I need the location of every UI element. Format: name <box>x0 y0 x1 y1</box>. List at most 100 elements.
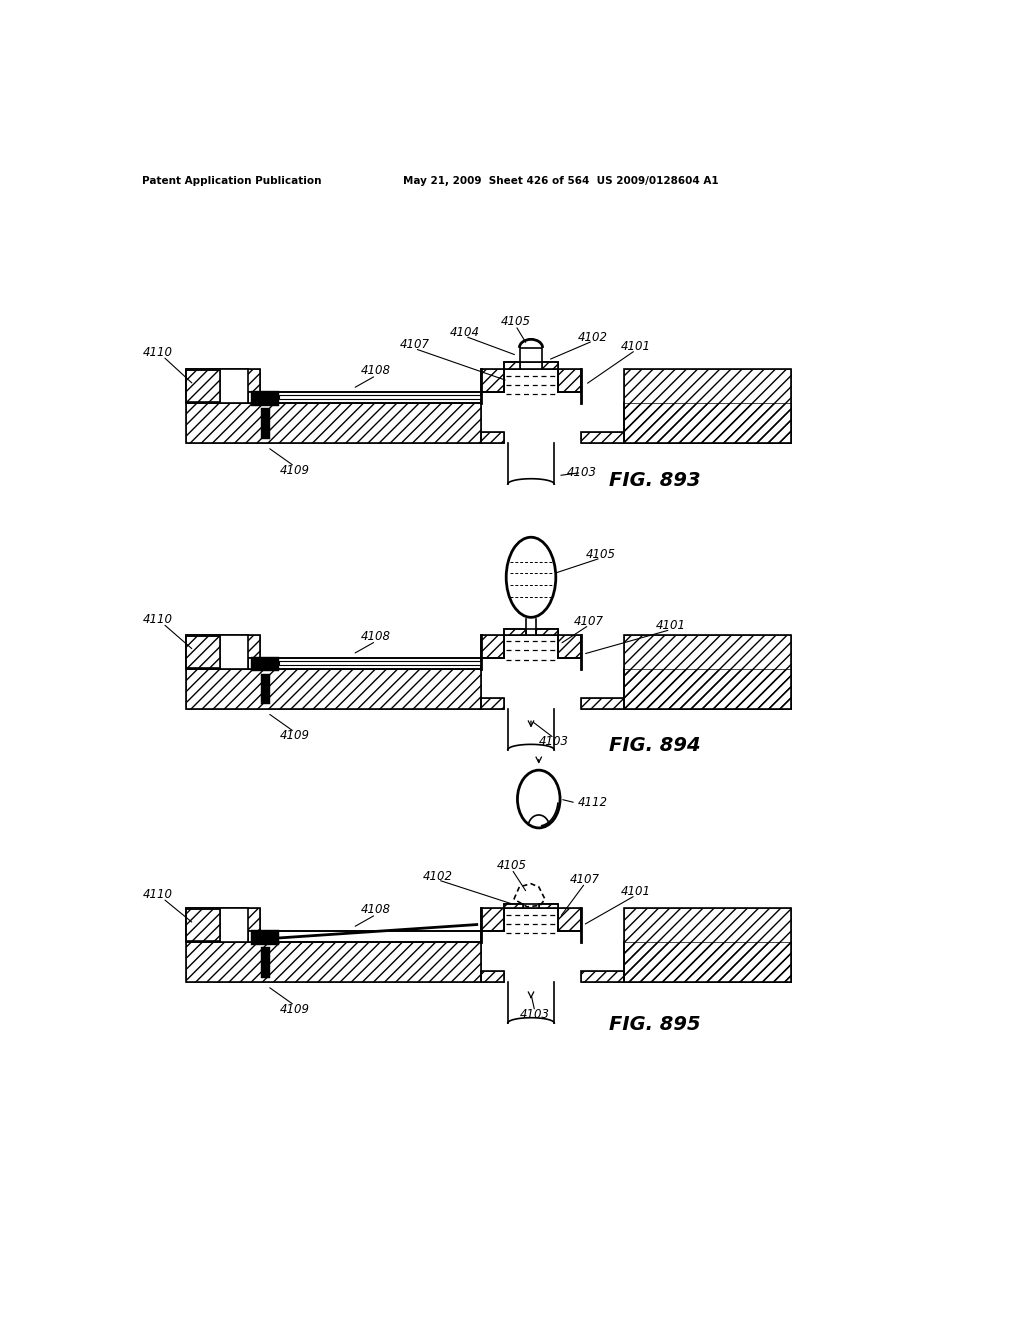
Bar <box>520 348 542 362</box>
Bar <box>186 908 260 932</box>
Bar <box>558 635 582 659</box>
Bar <box>280 395 480 399</box>
Bar <box>480 908 504 932</box>
Text: 4103: 4103 <box>566 466 596 479</box>
Bar <box>624 404 791 444</box>
Bar <box>480 908 504 932</box>
Bar <box>504 362 558 370</box>
Bar <box>186 404 480 444</box>
Text: 4105: 4105 <box>586 548 615 561</box>
Bar <box>186 636 220 668</box>
Text: 4105: 4105 <box>501 315 530 329</box>
Bar <box>186 635 248 669</box>
Text: 4107: 4107 <box>399 338 430 351</box>
Bar <box>251 391 280 405</box>
Text: 4110: 4110 <box>142 612 172 626</box>
Bar <box>624 942 791 982</box>
Bar <box>624 370 791 444</box>
Bar <box>558 370 582 392</box>
Text: 4101: 4101 <box>621 884 650 898</box>
Bar <box>542 362 558 370</box>
Bar <box>558 635 582 659</box>
Text: 4110: 4110 <box>142 346 172 359</box>
Bar <box>504 628 558 635</box>
Bar <box>624 908 791 982</box>
Bar <box>624 669 791 709</box>
Bar <box>480 698 504 709</box>
Bar <box>624 669 791 709</box>
Bar <box>186 635 260 659</box>
Bar <box>582 698 624 709</box>
Text: 4109: 4109 <box>280 1003 309 1016</box>
Bar <box>540 904 558 908</box>
Bar <box>582 432 624 444</box>
Bar <box>624 370 791 444</box>
Bar <box>542 362 558 370</box>
Bar <box>186 370 220 403</box>
Bar <box>504 628 525 635</box>
Text: 4102: 4102 <box>578 330 608 343</box>
Bar <box>582 972 624 982</box>
Bar <box>504 628 525 635</box>
Bar <box>558 370 582 392</box>
Ellipse shape <box>517 770 560 828</box>
Bar <box>248 659 480 669</box>
Bar <box>480 370 504 392</box>
Bar <box>186 636 220 668</box>
Bar <box>504 904 558 908</box>
Text: May 21, 2009  Sheet 426 of 564  US 2009/0128604 A1: May 21, 2009 Sheet 426 of 564 US 2009/01… <box>403 176 719 186</box>
Text: 4109: 4109 <box>280 730 309 742</box>
Text: 4105: 4105 <box>497 859 526 871</box>
Bar <box>260 946 270 978</box>
Bar <box>280 661 480 664</box>
Bar <box>624 908 791 982</box>
Bar <box>504 904 523 908</box>
Bar <box>480 635 504 659</box>
Bar <box>624 404 791 444</box>
Bar <box>480 635 504 659</box>
Text: FIG. 895: FIG. 895 <box>609 1015 700 1034</box>
Bar <box>480 432 504 444</box>
Bar <box>537 628 558 635</box>
Bar <box>537 628 558 635</box>
Text: FIG. 894: FIG. 894 <box>609 737 700 755</box>
Bar <box>248 932 480 942</box>
Text: 4103: 4103 <box>540 735 569 748</box>
Bar <box>624 635 791 709</box>
Text: 4101: 4101 <box>621 339 650 352</box>
Bar <box>558 908 582 932</box>
Bar <box>260 673 270 705</box>
Text: 4110: 4110 <box>142 888 172 902</box>
Bar <box>186 404 480 444</box>
Text: Patent Application Publication: Patent Application Publication <box>142 176 322 186</box>
Text: 4107: 4107 <box>574 615 604 628</box>
Bar <box>186 942 480 982</box>
Bar <box>186 370 220 403</box>
Bar <box>186 669 480 709</box>
Bar <box>260 408 270 438</box>
Bar <box>186 635 260 659</box>
Bar <box>186 909 220 941</box>
Bar <box>480 370 504 392</box>
Text: 4108: 4108 <box>361 903 391 916</box>
Bar <box>504 362 520 370</box>
Bar <box>186 669 480 709</box>
Bar <box>186 942 480 982</box>
Bar <box>504 904 523 908</box>
Bar <box>186 909 220 941</box>
Bar <box>582 698 624 709</box>
Bar <box>186 370 248 404</box>
Text: 4102: 4102 <box>423 870 453 883</box>
Bar <box>480 972 504 982</box>
Text: 4104: 4104 <box>451 326 480 339</box>
Bar <box>248 392 480 404</box>
Bar <box>504 362 520 370</box>
Bar <box>558 908 582 932</box>
Bar <box>251 929 280 945</box>
Bar <box>186 370 260 392</box>
Bar <box>582 972 624 982</box>
Bar <box>251 656 280 671</box>
Text: FIG. 893: FIG. 893 <box>609 471 700 490</box>
Bar <box>480 972 504 982</box>
Text: 4109: 4109 <box>280 463 309 477</box>
